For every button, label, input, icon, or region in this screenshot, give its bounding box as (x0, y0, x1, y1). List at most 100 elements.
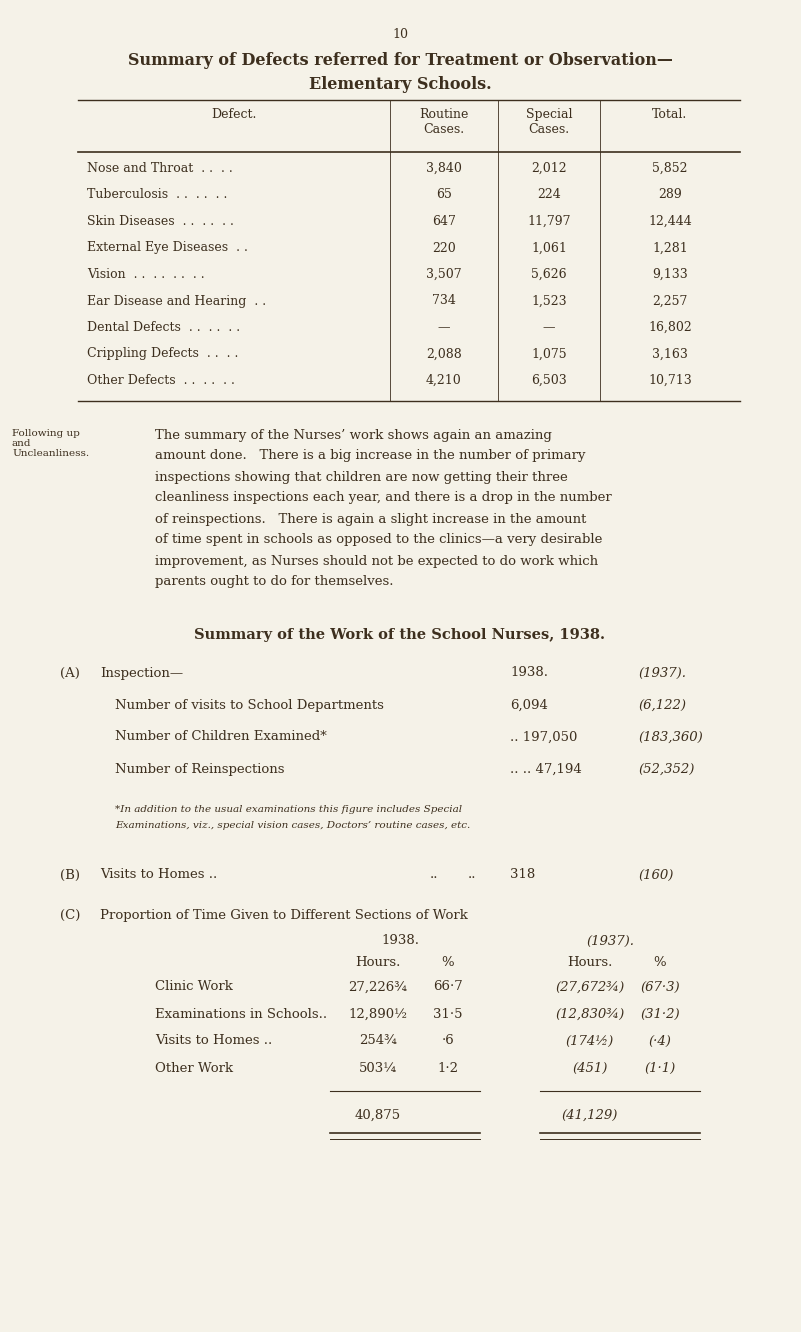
Text: —: — (438, 321, 450, 334)
Text: 1,061: 1,061 (531, 241, 567, 254)
Text: 12,444: 12,444 (648, 214, 692, 228)
Text: 3,840: 3,840 (426, 163, 462, 174)
Text: %: % (441, 956, 454, 970)
Text: Examinations, viz., special vision cases, Doctors’ routine cases, etc.: Examinations, viz., special vision cases… (115, 822, 470, 830)
Text: ·6: ·6 (441, 1035, 454, 1047)
Text: 1938.: 1938. (510, 666, 548, 679)
Text: Examinations in Schools..: Examinations in Schools.. (155, 1007, 327, 1020)
Text: 4,210: 4,210 (426, 374, 462, 388)
Text: 1,523: 1,523 (531, 294, 567, 308)
Text: (A): (A) (60, 666, 80, 679)
Text: Skin Diseases  . .  . .  . .: Skin Diseases . . . . . . (87, 214, 234, 228)
Text: Elementary Schools.: Elementary Schools. (308, 76, 491, 93)
Text: 224: 224 (537, 189, 561, 201)
Text: 503¼: 503¼ (359, 1062, 397, 1075)
Text: (1937).: (1937). (586, 935, 634, 947)
Text: ..: .. (430, 868, 438, 882)
Text: Proportion of Time Given to Different Sections of Work: Proportion of Time Given to Different Se… (100, 908, 468, 922)
Text: (41,129): (41,129) (562, 1108, 618, 1122)
Text: —: — (543, 321, 555, 334)
Text: Summary of the Work of the School Nurses, 1938.: Summary of the Work of the School Nurses… (195, 629, 606, 642)
Text: Summary of Defects referred for Treatment or Observation—: Summary of Defects referred for Treatmen… (127, 52, 672, 69)
Text: improvement, as Nurses should not be expected to do work which: improvement, as Nurses should not be exp… (155, 554, 598, 567)
Text: 16,802: 16,802 (648, 321, 692, 334)
Text: Hours.: Hours. (567, 956, 613, 970)
Text: 1938.: 1938. (381, 935, 419, 947)
Text: Total.: Total. (652, 108, 687, 121)
Text: Vision  . .  . .  . .  . .: Vision . . . . . . . . (87, 268, 204, 281)
Text: 647: 647 (432, 214, 456, 228)
Text: Number of Children Examined*: Number of Children Examined* (115, 730, 327, 743)
Text: 2,012: 2,012 (531, 163, 567, 174)
Text: 12,890½: 12,890½ (348, 1007, 408, 1020)
Text: Routine
Cases.: Routine Cases. (419, 108, 469, 136)
Text: 5,626: 5,626 (531, 268, 567, 281)
Text: (27,672¾): (27,672¾) (555, 980, 625, 994)
Text: 318: 318 (510, 868, 535, 882)
Text: 40,875: 40,875 (355, 1108, 401, 1122)
Text: Clinic Work: Clinic Work (155, 980, 233, 994)
Text: 6,094: 6,094 (510, 698, 548, 711)
Text: Ear Disease and Hearing  . .: Ear Disease and Hearing . . (87, 294, 266, 308)
Text: (451): (451) (572, 1062, 608, 1075)
Text: cleanliness inspections each year, and there is a drop in the number: cleanliness inspections each year, and t… (155, 492, 612, 505)
Text: Hours.: Hours. (356, 956, 400, 970)
Text: 734: 734 (432, 294, 456, 308)
Text: Visits to Homes ..: Visits to Homes .. (155, 1035, 272, 1047)
Text: Tuberculosis  . .  . .  . .: Tuberculosis . . . . . . (87, 189, 227, 201)
Text: (31·2): (31·2) (640, 1007, 680, 1020)
Text: 2,088: 2,088 (426, 348, 462, 361)
Text: 254¾: 254¾ (359, 1035, 397, 1047)
Text: 2,257: 2,257 (652, 294, 688, 308)
Text: 27,226¾: 27,226¾ (348, 980, 408, 994)
Text: (1937).: (1937). (638, 666, 686, 679)
Text: 6,503: 6,503 (531, 374, 567, 388)
Text: Other Defects  . .  . .  . .: Other Defects . . . . . . (87, 374, 235, 388)
Text: 10: 10 (392, 28, 408, 41)
Text: (174½): (174½) (566, 1035, 614, 1047)
Text: inspections showing that children are now getting their three: inspections showing that children are no… (155, 470, 568, 484)
Text: (·4): (·4) (649, 1035, 671, 1047)
Text: 65: 65 (436, 189, 452, 201)
Text: 5,852: 5,852 (652, 163, 688, 174)
Text: Following up
and
Uncleanliness.: Following up and Uncleanliness. (12, 429, 89, 458)
Text: of reinspections.   There is again a slight increase in the amount: of reinspections. There is again a sligh… (155, 513, 586, 526)
Text: 1·2: 1·2 (437, 1062, 458, 1075)
Text: (1·1): (1·1) (644, 1062, 675, 1075)
Text: (183,360): (183,360) (638, 730, 702, 743)
Text: Visits to Homes ..: Visits to Homes .. (100, 868, 217, 882)
Text: (C): (C) (60, 908, 80, 922)
Text: Dental Defects  . .  . .  . .: Dental Defects . . . . . . (87, 321, 240, 334)
Text: .. 197,050: .. 197,050 (510, 730, 578, 743)
Text: 66·7: 66·7 (433, 980, 463, 994)
Text: Other Work: Other Work (155, 1062, 233, 1075)
Text: Crippling Defects  . .  . .: Crippling Defects . . . . (87, 348, 239, 361)
Text: External Eye Diseases  . .: External Eye Diseases . . (87, 241, 248, 254)
Text: 220: 220 (432, 241, 456, 254)
Text: Defect.: Defect. (211, 108, 256, 121)
Text: %: % (654, 956, 666, 970)
Text: ..: .. (468, 868, 477, 882)
Text: (12,830¾): (12,830¾) (555, 1007, 625, 1020)
Text: 31·5: 31·5 (433, 1007, 463, 1020)
Text: 11,797: 11,797 (527, 214, 571, 228)
Text: (160): (160) (638, 868, 674, 882)
Text: The summary of the Nurses’ work shows again an amazing: The summary of the Nurses’ work shows ag… (155, 429, 552, 441)
Text: of time spent in schools as opposed to the clinics—a very desirable: of time spent in schools as opposed to t… (155, 534, 602, 546)
Text: Number of Reinspections: Number of Reinspections (115, 762, 284, 775)
Text: 289: 289 (658, 189, 682, 201)
Text: Inspection—: Inspection— (100, 666, 183, 679)
Text: Nose and Throat  . .  . .: Nose and Throat . . . . (87, 163, 233, 174)
Text: 10,713: 10,713 (648, 374, 692, 388)
Text: 3,163: 3,163 (652, 348, 688, 361)
Text: amount done.   There is a big increase in the number of primary: amount done. There is a big increase in … (155, 449, 586, 462)
Text: (B): (B) (60, 868, 80, 882)
Text: (67·3): (67·3) (640, 980, 680, 994)
Text: Special
Cases.: Special Cases. (525, 108, 572, 136)
Text: 1,075: 1,075 (531, 348, 567, 361)
Text: Number of visits to School Departments: Number of visits to School Departments (115, 698, 384, 711)
Text: 9,133: 9,133 (652, 268, 688, 281)
Text: 3,507: 3,507 (426, 268, 462, 281)
Text: (52,352): (52,352) (638, 762, 694, 775)
Text: (6,122): (6,122) (638, 698, 686, 711)
